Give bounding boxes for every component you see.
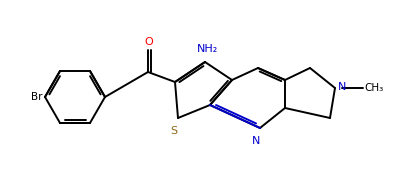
Text: N: N <box>338 82 347 92</box>
Text: NH₂: NH₂ <box>196 44 218 54</box>
Text: O: O <box>145 37 153 47</box>
Text: Br: Br <box>31 92 43 102</box>
Text: N: N <box>252 136 260 146</box>
Text: CH₃: CH₃ <box>364 83 383 93</box>
Text: S: S <box>171 126 178 136</box>
